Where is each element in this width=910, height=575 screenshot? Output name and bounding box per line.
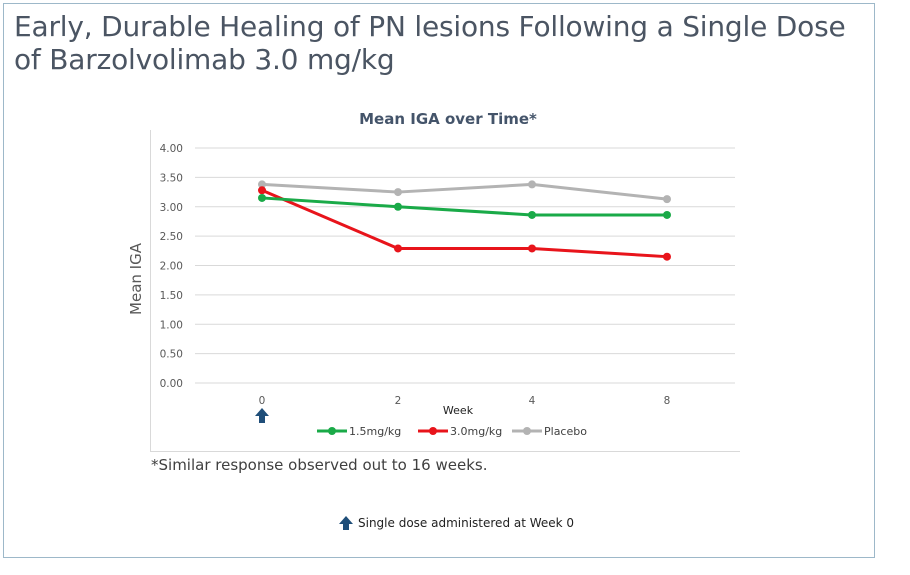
data-point xyxy=(528,244,536,253)
data-point xyxy=(394,188,402,197)
data-point xyxy=(258,180,266,189)
series-Placebo xyxy=(258,180,671,204)
data-point xyxy=(663,210,671,219)
x-axis-label: Week xyxy=(443,404,474,417)
legend-label: 3.0mg/kg xyxy=(450,425,502,438)
legend-label: 1.5mg/kg xyxy=(349,425,401,438)
series-line xyxy=(261,196,667,217)
legend-entry: Placebo xyxy=(512,425,587,438)
y-tick-label: 3.00 xyxy=(160,202,183,214)
y-tick-label: 0.00 xyxy=(160,378,183,390)
x-tick-label: 0 xyxy=(259,395,266,407)
series-line xyxy=(261,188,668,259)
week0-dose-arrow-icon xyxy=(255,408,269,423)
up-arrow-icon xyxy=(339,516,353,530)
data-point xyxy=(394,244,402,253)
data-point xyxy=(528,210,536,219)
data-point xyxy=(663,252,671,261)
x-tick-label: 2 xyxy=(395,395,402,407)
chart-plot-border xyxy=(150,130,740,452)
y-tick-labels: 4.00 3.50 3.00 2.50 2.00 1.50 1.00 0.50 0.00 xyxy=(160,143,183,390)
series-lines xyxy=(258,180,671,261)
y-tick-label: 0.50 xyxy=(160,349,183,361)
x-tick-labels: 0 2 4 8 xyxy=(259,395,671,407)
dose-note: Single dose administered at Week 0 xyxy=(338,515,574,531)
gridlines xyxy=(195,147,735,384)
x-tick-label: 4 xyxy=(529,395,536,407)
data-point xyxy=(394,202,402,211)
legend-entry: 1.5mg/kg xyxy=(317,425,401,438)
y-tick-label: 1.00 xyxy=(160,319,183,331)
slide-frame: Early, Durable Healing of PN lesions Fol… xyxy=(3,3,875,558)
x-tick-label: 8 xyxy=(664,395,671,407)
legend: 1.5mg/kg 3.0mg/kg Placebo xyxy=(317,425,587,438)
up-arrow-icon xyxy=(255,408,269,423)
legend-swatch-marker xyxy=(328,427,336,435)
y-tick-label: 3.50 xyxy=(160,172,183,184)
y-tick-label: 2.00 xyxy=(160,261,183,273)
chart-title: Mean IGA over Time* xyxy=(359,110,537,128)
legend-label: Placebo xyxy=(544,425,587,438)
data-point xyxy=(663,195,671,204)
legend-swatch-marker xyxy=(523,427,531,435)
series-line xyxy=(261,182,668,201)
data-point xyxy=(528,180,536,189)
series-1.5mg/kg xyxy=(258,193,671,219)
y-tick-label: 4.00 xyxy=(160,143,183,155)
footnote: *Similar response observed out to 16 wee… xyxy=(151,456,488,474)
y-tick-label: 1.50 xyxy=(160,290,183,302)
slide-title: Early, Durable Healing of PN lesions Fol… xyxy=(14,10,846,76)
legend-entry: 3.0mg/kg xyxy=(418,425,502,438)
data-point xyxy=(258,186,266,195)
dose-note-text: Single dose administered at Week 0 xyxy=(358,516,575,530)
y-tick-label: 2.50 xyxy=(160,231,183,243)
series-3.0mg/kg xyxy=(258,186,671,261)
data-point xyxy=(258,193,266,202)
legend-swatch-marker xyxy=(429,427,437,435)
y-axis-label: Mean IGA xyxy=(127,242,145,315)
